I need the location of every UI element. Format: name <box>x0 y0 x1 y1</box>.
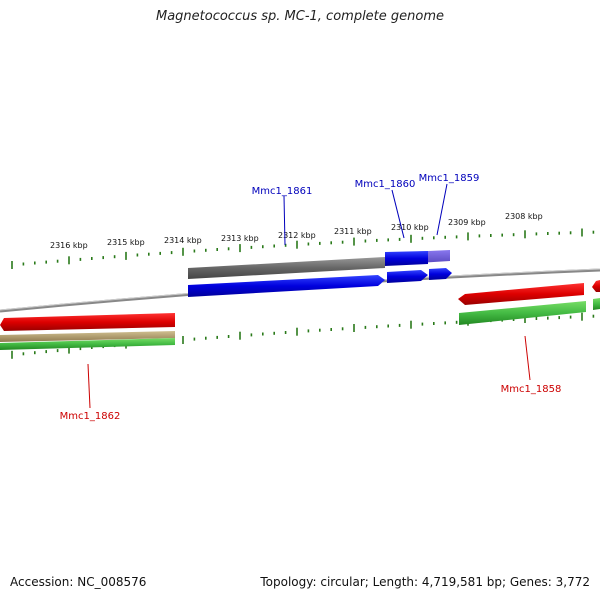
scale-label: 2315 kbp <box>107 238 145 247</box>
accession-label: Accession: NC_008576 <box>10 575 147 589</box>
gene-arrow-mmc1-1862[interactable] <box>0 313 175 331</box>
gene-arrow-reverse-partial[interactable] <box>592 280 600 292</box>
gene-arrow-mmc1-1858[interactable] <box>458 283 584 305</box>
label-leader <box>391 189 405 239</box>
scale-label: 2316 kbp <box>50 241 88 250</box>
gene-arrow-mmc1-1861[interactable] <box>188 275 385 297</box>
gene-label-mmc1-1861[interactable]: Mmc1_1861 <box>252 186 313 197</box>
gene-label-mmc1-1858[interactable]: Mmc1_1858 <box>501 384 562 395</box>
scale-label: 2309 kbp <box>448 218 486 227</box>
reverse-rna-bar-right <box>459 301 586 325</box>
scale-label: 2308 kbp <box>505 212 543 221</box>
gene-arrow-mmc1-1859[interactable] <box>429 268 452 280</box>
reverse-rna-bar-partial <box>593 298 600 310</box>
label-leader <box>524 335 531 381</box>
scale-label: 2313 kbp <box>221 234 259 243</box>
genome-summary: Topology: circular; Length: 4,719,581 bp… <box>260 575 590 589</box>
map-title: Magnetococcus sp. MC-1, complete genome <box>155 9 445 24</box>
scale-label: 2310 kbp <box>391 223 429 232</box>
label-leader <box>436 183 448 236</box>
reverse-rna-bar-left <box>0 338 175 350</box>
label-leader <box>87 363 91 409</box>
forward-feature-block <box>385 251 428 266</box>
forward-feature-bar-gray <box>188 257 385 279</box>
outer-tick-ring <box>11 228 595 269</box>
label-leader <box>283 195 286 246</box>
gene-arrow-mmc1-1860[interactable] <box>387 270 428 283</box>
scale-label: 2312 kbp <box>278 231 316 240</box>
scale-label: 2311 kbp <box>334 227 372 236</box>
gene-label-mmc1-1862[interactable]: Mmc1_1862 <box>60 411 121 422</box>
gene-label-mmc1-1860[interactable]: Mmc1_1860 <box>355 179 416 190</box>
misc-feature-bar <box>0 331 175 342</box>
gene-label-mmc1-1859[interactable]: Mmc1_1859 <box>419 173 480 184</box>
scale-label: 2314 kbp <box>164 236 202 245</box>
